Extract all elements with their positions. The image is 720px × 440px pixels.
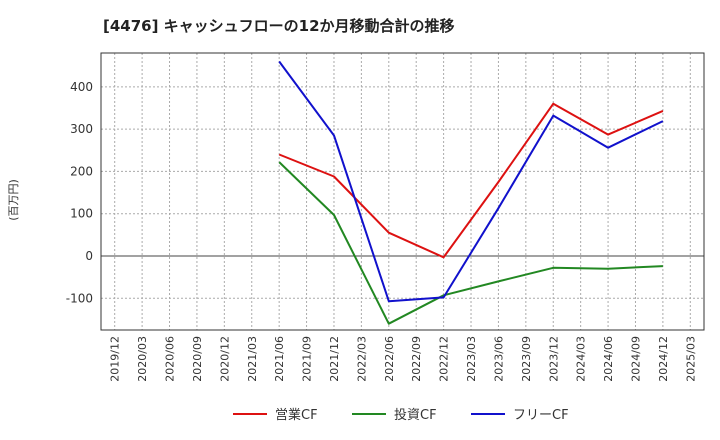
- x-tick-label-9: 2022/03: [355, 336, 368, 382]
- x-tick-labels: 2019/12 2020/03 2020/06 2020/09 2020/12 2021/…: [109, 336, 698, 382]
- y-tick-label-5: 400: [70, 80, 93, 94]
- x-tick-label-8: 2021/12: [328, 336, 341, 382]
- plot-frame: [100, 52, 705, 331]
- x-tick-label-12: 2022/12: [438, 336, 451, 382]
- x-tick-label-10: 2022/06: [383, 336, 396, 382]
- x-tick-label-18: 2024/06: [602, 336, 615, 382]
- chart-title: [4476] キャッシュフローの12か月移動合計の推移: [103, 17, 455, 35]
- x-tick-label-16: 2023/12: [547, 336, 560, 382]
- legend-label-1: 投資CF: [394, 407, 437, 423]
- x-tick-label-13: 2023/03: [465, 336, 478, 382]
- y-tick-label-3: 200: [70, 164, 93, 178]
- x-tick-label-1: 2020/03: [136, 336, 149, 382]
- series-line-2: [278, 60, 664, 303]
- y-tick-label-2: 100: [70, 207, 93, 221]
- y-tick-label-4: 300: [70, 122, 93, 136]
- legend: 営業CF 投資CF フリーCF: [233, 407, 569, 423]
- x-tick-label-17: 2024/03: [575, 336, 588, 382]
- x-tick-label-4: 2020/12: [218, 336, 231, 382]
- x-tick-label-7: 2021/09: [301, 336, 314, 382]
- x-tick-label-2: 2020/06: [164, 336, 177, 382]
- series-line-1: [278, 161, 663, 325]
- x-tick-label-14: 2023/06: [492, 336, 505, 382]
- x-tick-label-0: 2019/12: [109, 336, 122, 382]
- y-tick-label-0: -100: [66, 291, 93, 305]
- x-tick-label-21: 2025/03: [684, 336, 697, 382]
- x-tick-label-19: 2024/09: [629, 336, 642, 382]
- legend-label-0: 営業CF: [275, 407, 318, 423]
- x-tick-label-3: 2020/09: [191, 336, 204, 382]
- horizontal-gridlines: [101, 86, 704, 299]
- y-axis-label: (百万円): [7, 179, 20, 221]
- legend-label-2: フリーCF: [513, 408, 569, 423]
- x-tick-label-5: 2021/03: [246, 336, 259, 382]
- y-tick-labels: -100 0 100 200 300 400: [66, 80, 93, 305]
- x-tick-label-20: 2024/12: [657, 336, 670, 382]
- x-tick-label-11: 2022/09: [410, 336, 423, 382]
- x-tick-label-6: 2021/06: [273, 336, 286, 382]
- x-tick-label-15: 2023/09: [520, 336, 533, 382]
- series-line-0: [278, 102, 664, 259]
- y-tick-label-1: 0: [85, 249, 93, 263]
- series-lines: [278, 60, 664, 325]
